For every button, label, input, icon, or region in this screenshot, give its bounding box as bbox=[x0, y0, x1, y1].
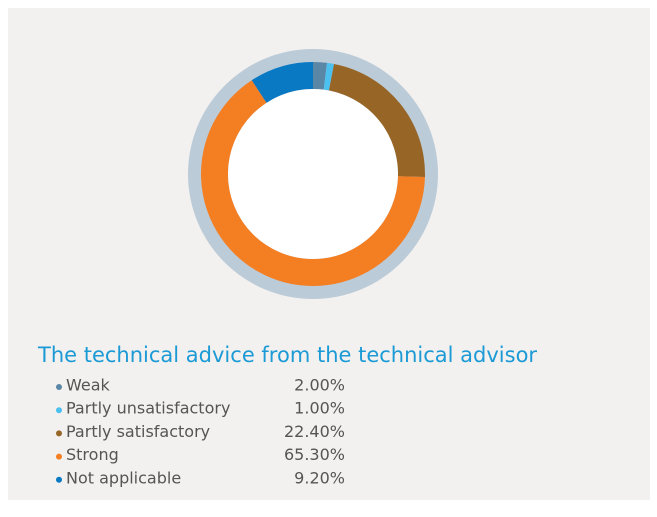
legend-swatch bbox=[56, 430, 62, 437]
value-label: 1.00% bbox=[294, 399, 345, 418]
legend-label: Partly unsatisfactory bbox=[66, 399, 230, 418]
legend-swatch bbox=[56, 384, 62, 390]
chart-title: The technical advice from the technical … bbox=[37, 343, 537, 367]
legend-swatch bbox=[56, 476, 62, 483]
legend-label: Not applicable bbox=[66, 468, 181, 487]
value-label: 65.30% bbox=[284, 445, 345, 464]
legend-label: Weak bbox=[66, 376, 111, 395]
legend-label: Strong bbox=[66, 445, 119, 464]
donut-segment bbox=[251, 62, 313, 103]
value-label: 2.00% bbox=[294, 376, 345, 395]
legend-swatch bbox=[56, 453, 62, 460]
value-label: 22.40% bbox=[284, 422, 345, 441]
legend-swatch bbox=[56, 407, 62, 414]
donut-segment bbox=[328, 63, 425, 177]
donut-segment bbox=[313, 62, 328, 90]
legend-label: Partly satisfactory bbox=[66, 422, 210, 441]
value-label: 9.20% bbox=[294, 468, 345, 487]
donut-segment bbox=[323, 62, 335, 91]
donut-hole bbox=[228, 89, 398, 259]
